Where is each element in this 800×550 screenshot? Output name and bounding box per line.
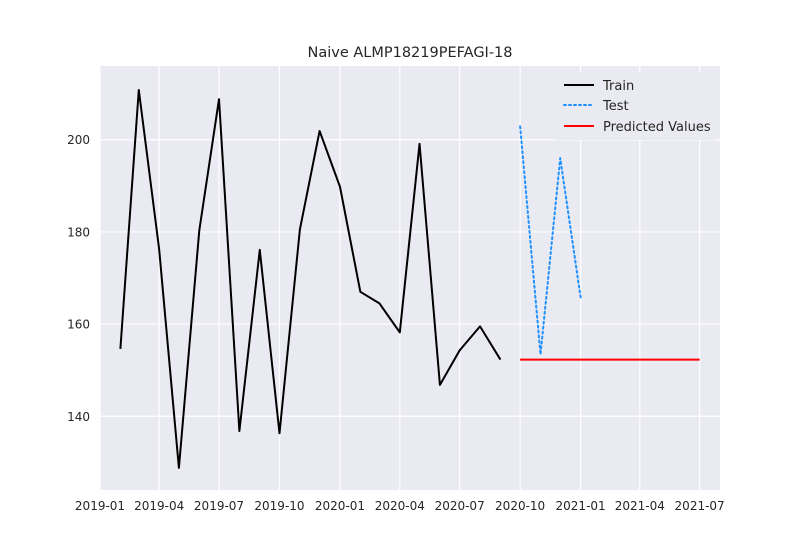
x-tick-label: 2019-04 [134, 499, 184, 513]
x-tick-label: 2019-10 [254, 499, 304, 513]
legend: Train Test Predicted Values [555, 72, 715, 140]
x-tick-label: 2021-01 [556, 499, 606, 513]
y-tick-label: 200 [67, 133, 90, 147]
x-tick-label: 2020-10 [495, 499, 545, 513]
legend-label-predicted: Predicted Values [603, 120, 711, 135]
y-tick-label: 140 [67, 410, 90, 424]
series-lines [119, 88, 700, 469]
x-tick-label: 2019-01 [75, 499, 125, 513]
x-tick-label: 2021-07 [675, 499, 725, 513]
series-line-train [119, 88, 502, 469]
chart-title: Naive ALMP18219PEFAGI-18 [307, 45, 512, 61]
y-tick-label: 180 [67, 225, 90, 239]
x-tick-label: 2020-07 [435, 499, 485, 513]
x-tick-label: 2021-04 [615, 499, 665, 513]
x-tick-label: 2020-01 [315, 499, 365, 513]
y-tick-label: 160 [67, 318, 90, 332]
legend-label-test: Test [602, 99, 629, 114]
tick-labels: 2019-01 2019-04 2019-07 2019-10 2020-01 2020-… [67, 133, 725, 513]
series-line-test [519, 125, 582, 356]
x-tick-label: 2019-07 [194, 499, 244, 513]
legend-box [555, 72, 715, 140]
x-tick-label: 2020-04 [375, 499, 425, 513]
legend-label-train: Train [602, 79, 634, 94]
